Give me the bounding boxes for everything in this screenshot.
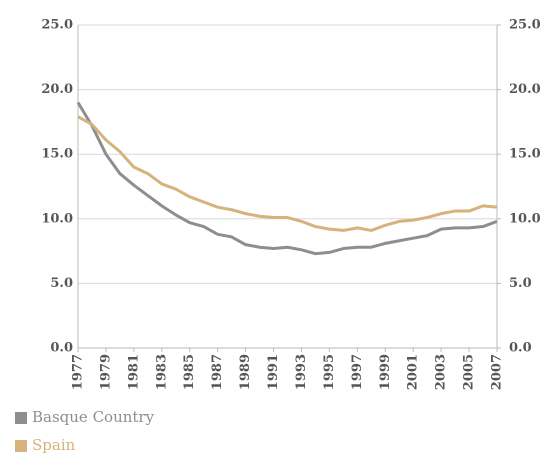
y2-tick-label: 0.0 <box>509 341 532 356</box>
x-tick-label: 2001 <box>406 354 421 390</box>
x-tick-label: 1995 <box>322 354 337 390</box>
x-tick-label: 1981 <box>126 354 141 390</box>
x-tick-label: 1991 <box>266 354 281 390</box>
x-tick-label: 1983 <box>154 354 169 390</box>
y-tick-label: 10.0 <box>41 211 73 226</box>
x-tick-label: 2007 <box>490 354 505 390</box>
x-tick-label: 1979 <box>98 354 113 390</box>
x-tick-label: 1997 <box>350 354 365 390</box>
y-tick-label: 5.0 <box>50 276 73 291</box>
legend-swatch <box>15 412 27 424</box>
x-tick-label: 1989 <box>238 354 253 390</box>
y-tick-label: 25.0 <box>41 18 73 33</box>
series-line <box>76 101 498 256</box>
y-tick-label: 15.0 <box>41 147 73 162</box>
series-line <box>77 115 498 232</box>
x-tick-label: 1977 <box>71 354 86 390</box>
y-tick-label: 20.0 <box>41 82 73 97</box>
y2-tick-label: 25.0 <box>509 18 541 33</box>
x-tick-label: 1999 <box>378 354 393 390</box>
y2-tick-label: 20.0 <box>509 82 541 97</box>
x-tick-label: 2003 <box>434 354 449 390</box>
y-tick-label: 0.0 <box>50 341 73 356</box>
x-tick-label: 1985 <box>182 354 197 390</box>
x-tick-label: 1987 <box>210 354 225 390</box>
y2-tick-label: 5.0 <box>509 276 532 291</box>
y2-tick-label: 15.0 <box>509 147 541 162</box>
legend-text: Basque Country <box>32 408 155 426</box>
legend-text: Spain <box>32 436 76 454</box>
legend-swatch <box>15 440 27 452</box>
x-tick-label: 2005 <box>462 354 477 390</box>
x-tick-label: 1993 <box>294 354 309 390</box>
y2-tick-label: 10.0 <box>509 211 541 226</box>
